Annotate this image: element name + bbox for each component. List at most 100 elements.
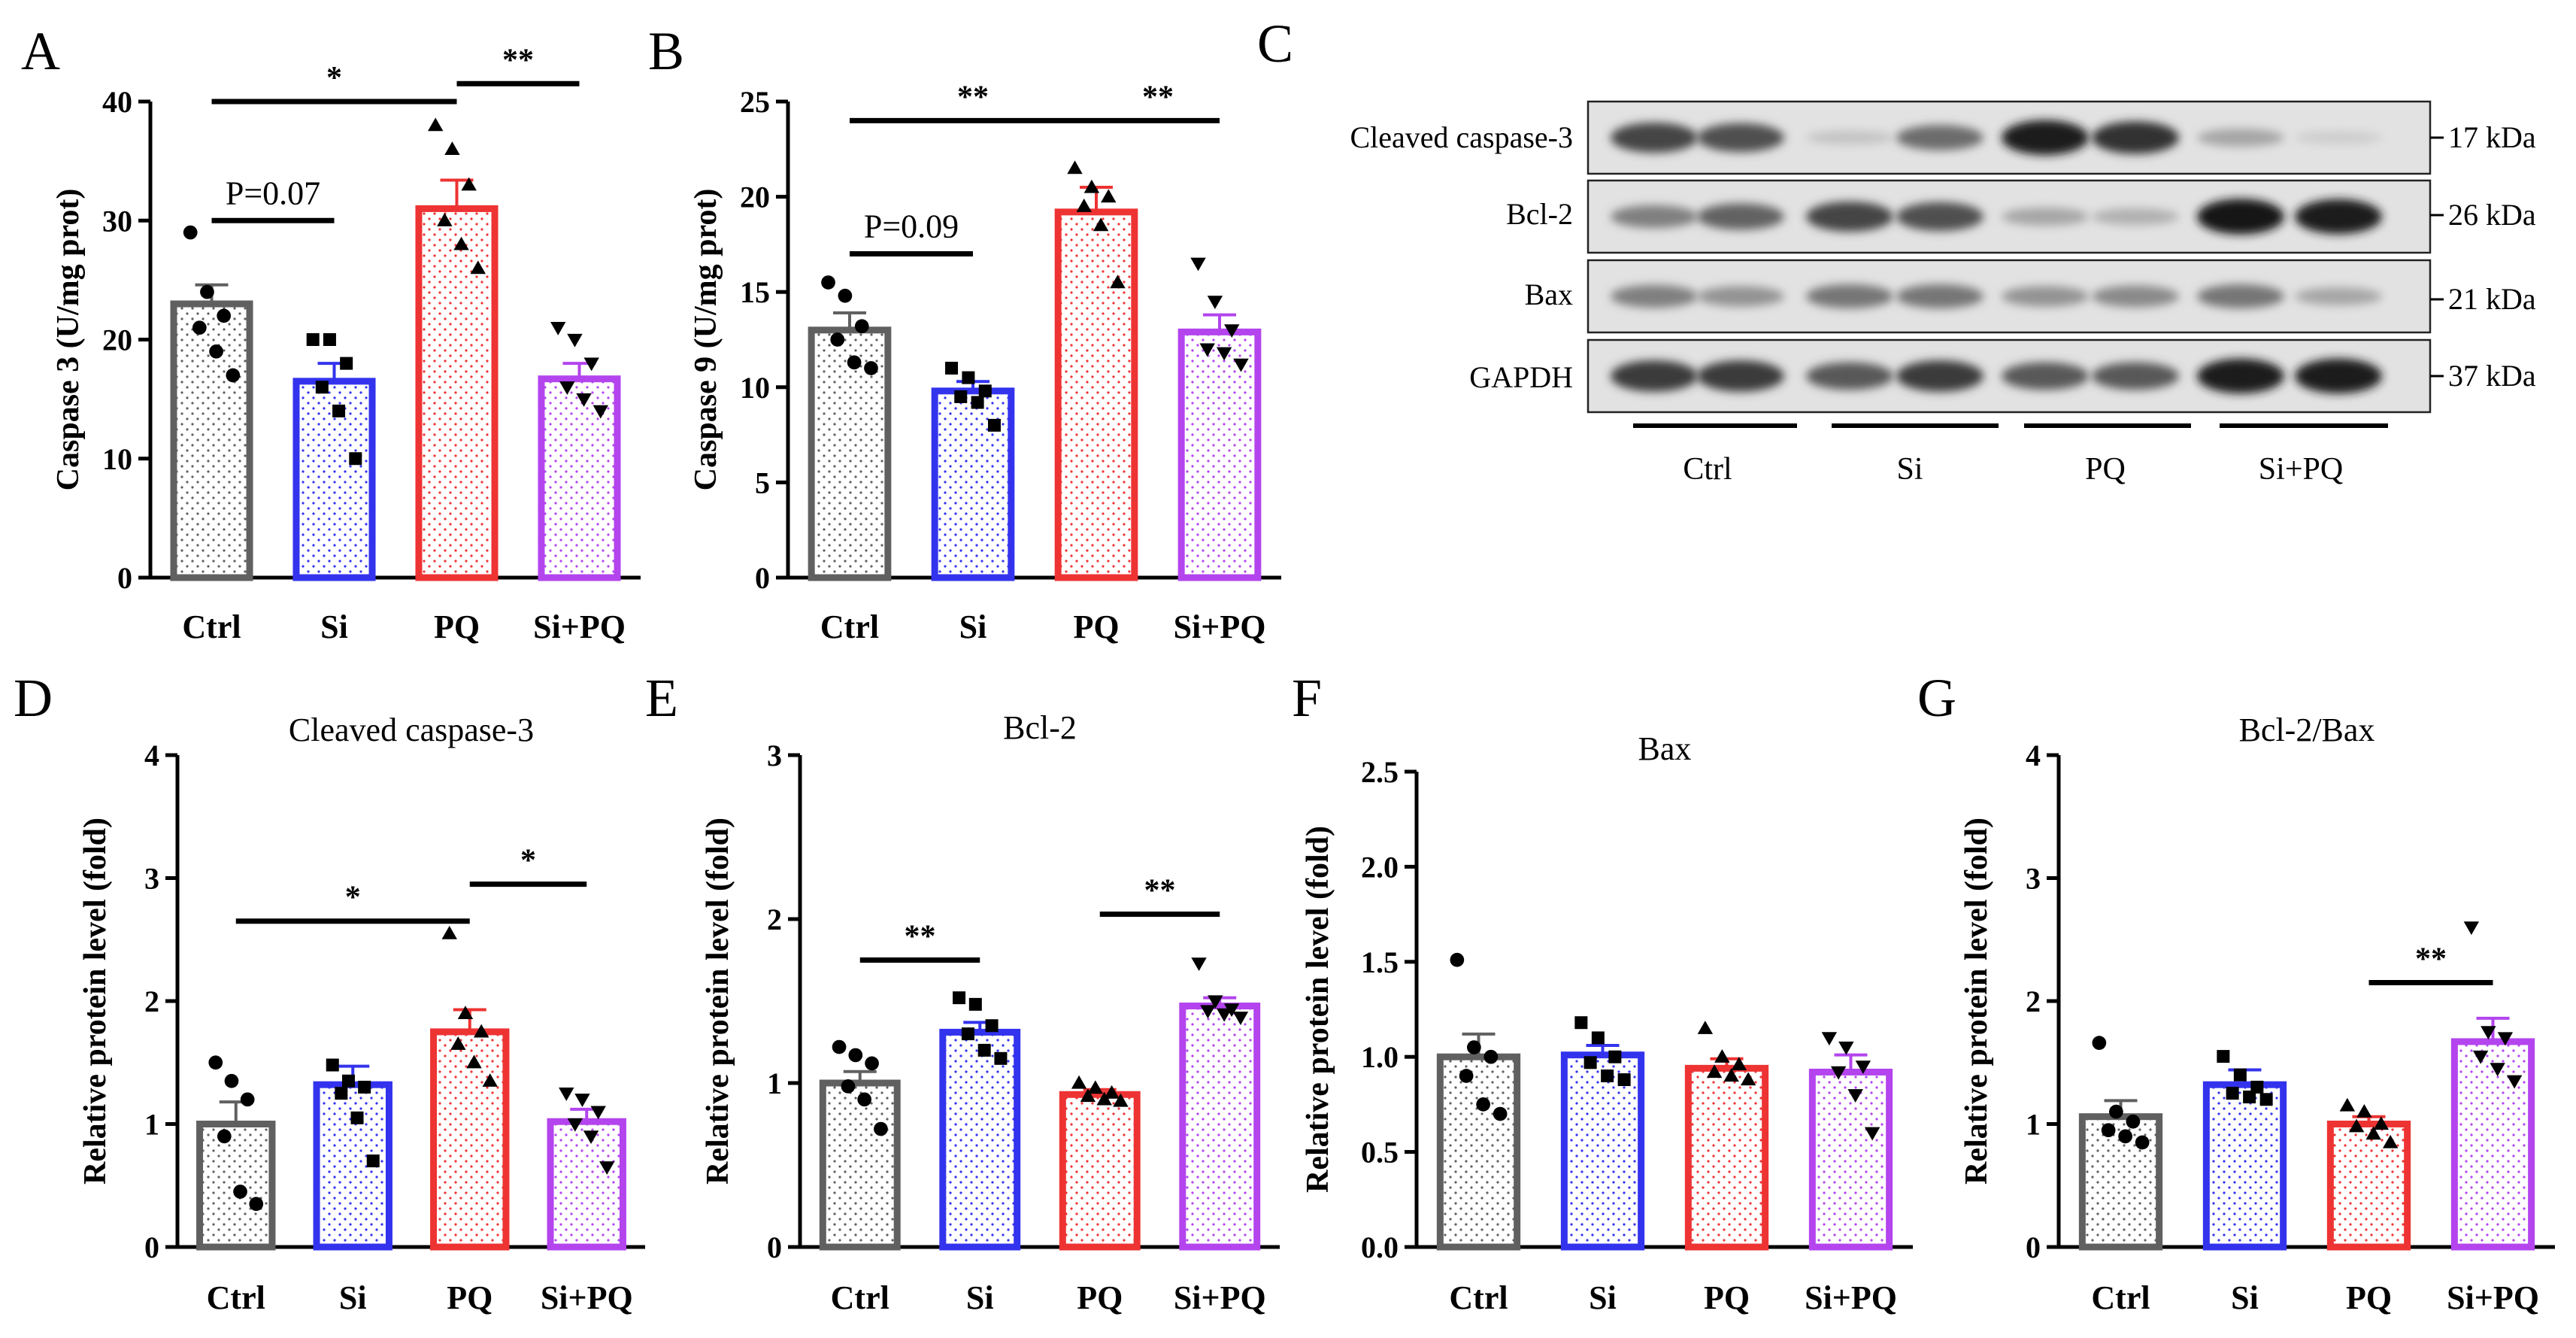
blot-group-label: PQ bbox=[2085, 452, 2126, 487]
blot-group-label: Si+PQ bbox=[2259, 452, 2343, 487]
data-point bbox=[1476, 1097, 1490, 1112]
data-point bbox=[2109, 1104, 2123, 1119]
blot-band bbox=[2197, 129, 2284, 147]
data-point bbox=[841, 1079, 856, 1094]
chart-caspase-3: 0 10 20 30 40 Caspase 3 (U/mg prot) Ctrl Si PQ Si… bbox=[51, 43, 641, 645]
data-point bbox=[574, 1094, 590, 1107]
data-point bbox=[233, 1185, 247, 1199]
data-point bbox=[441, 925, 457, 939]
data-point bbox=[1216, 1008, 1232, 1022]
x-tick-label: Si+PQ bbox=[1174, 1279, 1266, 1316]
y-tick-label: 2.0 bbox=[1361, 850, 1399, 884]
data-point bbox=[1617, 1073, 1631, 1087]
x-tick-label: Si bbox=[959, 608, 987, 645]
x-tick-label: Ctrl bbox=[182, 608, 241, 645]
y-tick-label: 2 bbox=[2026, 985, 2041, 1018]
data-point bbox=[2339, 1097, 2356, 1112]
data-point bbox=[994, 1051, 1008, 1065]
bar bbox=[1179, 1003, 1261, 1251]
blot-row-gapdh: GAPDH 37 kDa bbox=[1469, 338, 2536, 414]
panel-letter-f: F bbox=[1292, 668, 1322, 728]
y-tick-label: 5 bbox=[755, 466, 770, 499]
bar bbox=[1177, 328, 1262, 581]
data-point bbox=[200, 284, 214, 299]
x-tick-label: Si bbox=[2231, 1279, 2259, 1316]
blot-band bbox=[2092, 362, 2179, 390]
data-point bbox=[2226, 1087, 2239, 1100]
data-point bbox=[1080, 1088, 1096, 1103]
y-tick-label: 0 bbox=[144, 1230, 159, 1264]
data-point bbox=[583, 1130, 599, 1145]
bar bbox=[2326, 1121, 2411, 1251]
blot-band bbox=[1806, 284, 1893, 308]
chart-bax: Bax 0.0 0.5 1.0 1.5 2.0 2.5 Relative protein le… bbox=[1301, 730, 1913, 1316]
blot-kda-label: 21 kDa bbox=[2448, 282, 2536, 316]
data-point bbox=[1838, 1041, 1854, 1055]
data-point bbox=[349, 452, 362, 466]
data-point bbox=[2463, 921, 2480, 936]
blot-bands bbox=[1611, 358, 2382, 394]
y-tick-label: 0 bbox=[767, 1230, 782, 1264]
blot-band bbox=[2295, 199, 2382, 235]
data-point bbox=[1731, 1057, 1747, 1070]
x-tick-label: Ctrl bbox=[820, 608, 879, 645]
data-point bbox=[444, 141, 460, 155]
significance-label: P=0.09 bbox=[864, 208, 959, 245]
data-point bbox=[1200, 1005, 1216, 1019]
y-axis-label: Relative protein level (fold) bbox=[78, 818, 113, 1185]
blot-band bbox=[2092, 285, 2179, 308]
data-point bbox=[2118, 1129, 2132, 1144]
bar bbox=[2202, 1081, 2287, 1251]
blot-band bbox=[1896, 125, 1984, 150]
x-tick-label: PQ bbox=[2346, 1279, 2392, 1316]
data-point bbox=[2356, 1103, 2372, 1118]
bar bbox=[1560, 1051, 1645, 1251]
blot-band bbox=[2002, 286, 2089, 307]
data-point bbox=[2348, 1118, 2365, 1133]
data-point bbox=[1723, 1068, 1739, 1082]
data-point bbox=[821, 275, 835, 290]
bar bbox=[1808, 1068, 1893, 1251]
x-tick-label: Ctrl bbox=[2091, 1279, 2150, 1316]
y-tick-label: 2.5 bbox=[1361, 755, 1399, 789]
data-point bbox=[865, 1056, 879, 1071]
data-point bbox=[482, 1073, 498, 1087]
data-point bbox=[457, 1006, 474, 1019]
data-point bbox=[592, 405, 608, 419]
blot-band bbox=[1697, 286, 1784, 307]
data-point bbox=[1233, 358, 1249, 372]
x-tick-label: PQ bbox=[1073, 608, 1119, 645]
significance-label: ** bbox=[905, 920, 936, 954]
blot-band bbox=[1896, 360, 1984, 392]
chart-title: Bax bbox=[1638, 730, 1692, 767]
y-tick-label: 1 bbox=[144, 1108, 159, 1142]
y-tick-label: 10 bbox=[740, 371, 770, 405]
western-blot: Cleaved caspase-3 17 kDa Bcl-2 26 kDa Ba… bbox=[1350, 100, 2536, 487]
data-point bbox=[962, 371, 975, 384]
data-point bbox=[1067, 160, 1083, 174]
y-tick-label: 2 bbox=[767, 903, 782, 936]
data-point bbox=[323, 333, 336, 346]
chart-title: Bcl-2 bbox=[1003, 709, 1077, 746]
x-tick-label: PQ bbox=[447, 1279, 492, 1316]
blot-kda-label: 17 kDa bbox=[2448, 120, 2536, 154]
blot-band bbox=[1611, 123, 1698, 153]
panel-letter-b: B bbox=[648, 21, 684, 81]
data-point bbox=[208, 1055, 223, 1070]
data-point bbox=[1450, 952, 1465, 967]
blot-band bbox=[1697, 360, 1784, 392]
data-point bbox=[1216, 347, 1232, 361]
y-tick-label: 15 bbox=[740, 275, 770, 309]
bar bbox=[1054, 208, 1138, 581]
data-point bbox=[1830, 1066, 1847, 1080]
data-point bbox=[1191, 957, 1207, 972]
data-point bbox=[1847, 1089, 1863, 1103]
y-axis-label: Caspase 9 (U/mg prot) bbox=[689, 189, 723, 491]
blot-row-label: Bax bbox=[1525, 278, 1573, 311]
y-tick-label: 4 bbox=[144, 739, 159, 772]
data-point bbox=[987, 418, 1001, 432]
blot-band bbox=[1896, 202, 1984, 232]
data-point bbox=[1096, 1091, 1112, 1106]
data-point bbox=[2373, 1116, 2390, 1130]
y-tick-label: 0.5 bbox=[1361, 1136, 1399, 1170]
